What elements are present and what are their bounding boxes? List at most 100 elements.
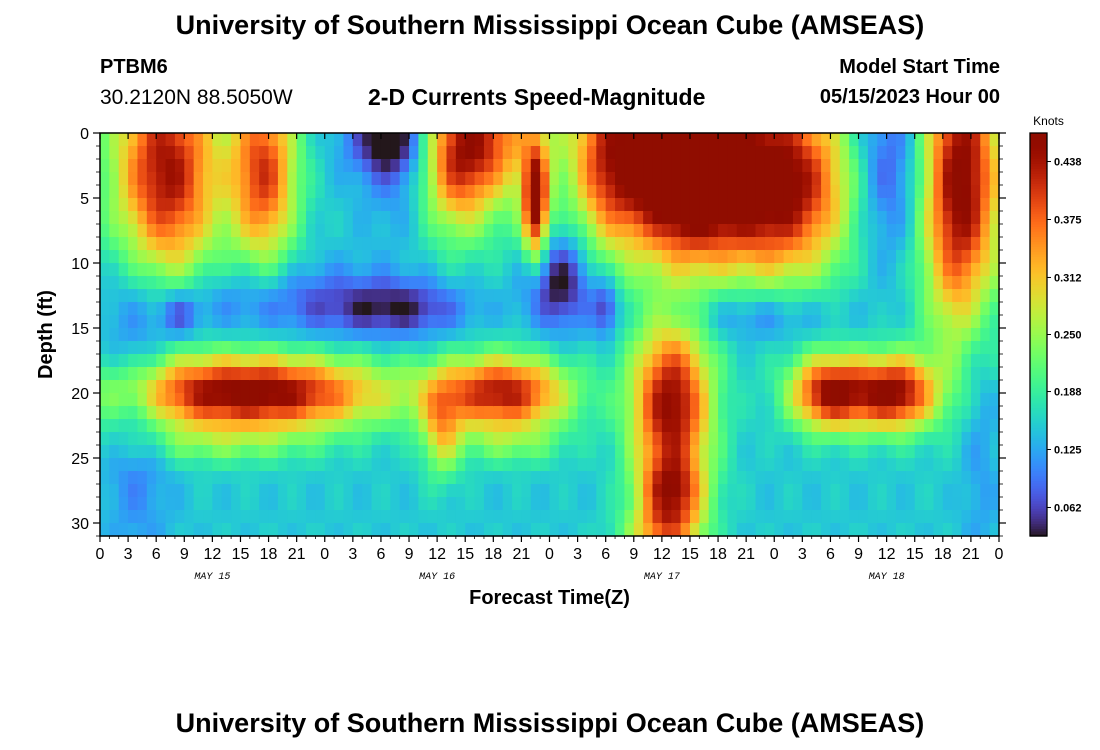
heatmap-cell xyxy=(399,367,410,381)
heatmap-cell xyxy=(933,315,944,329)
heatmap-cell xyxy=(942,172,953,186)
heatmap-cell xyxy=(933,159,944,173)
heatmap-cell xyxy=(390,302,401,316)
heatmap-cell xyxy=(306,445,316,459)
heatmap-cell xyxy=(586,393,597,407)
heatmap-cell xyxy=(446,133,457,147)
heatmap-cell xyxy=(746,133,757,147)
heatmap-cell xyxy=(708,250,719,264)
heatmap-cell xyxy=(961,224,972,238)
heatmap-cell xyxy=(259,406,270,420)
heatmap-cell xyxy=(502,159,513,173)
heatmap-cell xyxy=(240,276,251,290)
colorbar-segment xyxy=(1030,354,1047,358)
heatmap-cell xyxy=(512,484,522,498)
heatmap-cell xyxy=(746,146,757,160)
heatmap-cell xyxy=(970,250,981,264)
heatmap-cell xyxy=(493,497,504,511)
heatmap-cell xyxy=(221,133,232,147)
heatmap-cell xyxy=(605,419,616,433)
heatmap-cell xyxy=(502,523,513,537)
heatmap-cell xyxy=(633,224,644,238)
heatmap-cell xyxy=(568,458,579,472)
heatmap-cell xyxy=(174,354,185,368)
heatmap-cell xyxy=(465,445,476,459)
heatmap-cell xyxy=(334,198,345,212)
heatmap-cell xyxy=(933,367,944,381)
heatmap-cell xyxy=(727,159,738,173)
heatmap-cell xyxy=(493,315,504,329)
heatmap-cell xyxy=(652,380,663,394)
heatmap-cell xyxy=(137,328,148,342)
heatmap-cell xyxy=(867,237,878,251)
heatmap-cell xyxy=(643,328,654,342)
colorbar-segment xyxy=(1030,483,1047,487)
heatmap-cell xyxy=(362,341,373,355)
heatmap-cell xyxy=(615,445,626,459)
heatmap-cell xyxy=(174,367,185,381)
heatmap-cell xyxy=(296,484,307,498)
heatmap-cell xyxy=(736,406,747,420)
heatmap-cell xyxy=(540,315,551,329)
heatmap-cell xyxy=(521,354,532,368)
heatmap-cell xyxy=(493,419,504,433)
heatmap-cell xyxy=(652,341,663,355)
heatmap-cell xyxy=(512,133,522,147)
heatmap-cell xyxy=(708,276,719,290)
heatmap-cell xyxy=(783,510,794,524)
heatmap-cell xyxy=(774,159,785,173)
heatmap-cell xyxy=(362,211,373,225)
heatmap-cell xyxy=(718,367,729,381)
heatmap-cell xyxy=(577,419,588,433)
heatmap-cell xyxy=(596,328,607,342)
heatmap-cell xyxy=(596,432,607,446)
heatmap-cell xyxy=(409,523,419,537)
colorbar-segment xyxy=(1030,281,1047,285)
heatmap-cell xyxy=(858,354,869,368)
heatmap-cell xyxy=(221,497,232,511)
heatmap-cell xyxy=(343,263,354,277)
heatmap-cell xyxy=(446,419,457,433)
heatmap-cell xyxy=(839,445,850,459)
heatmap-cell xyxy=(980,406,991,420)
heatmap-cell xyxy=(100,432,110,446)
heatmap-cell xyxy=(633,484,644,498)
heatmap-cell xyxy=(390,224,401,238)
heatmap-cell xyxy=(324,133,335,147)
heatmap-cell xyxy=(549,419,560,433)
heatmap-cell xyxy=(586,133,597,147)
heatmap-cell xyxy=(577,393,588,407)
heatmap-cell xyxy=(558,510,569,524)
heatmap-cell xyxy=(586,419,597,433)
heatmap-cell xyxy=(774,393,785,407)
heatmap-cell xyxy=(624,172,635,186)
heatmap-cell xyxy=(465,146,476,160)
heatmap-cell xyxy=(146,393,157,407)
heatmap-cell xyxy=(615,237,626,251)
x-tick-label: 18 xyxy=(484,546,502,563)
heatmap-cell xyxy=(530,211,541,225)
heatmap-cell xyxy=(615,172,626,186)
heatmap-cell xyxy=(989,445,1000,459)
heatmap-cell xyxy=(493,354,504,368)
heatmap-cell xyxy=(109,471,120,485)
heatmap-cell xyxy=(174,523,185,537)
heatmap-cell xyxy=(708,263,719,277)
heatmap-cell xyxy=(109,211,120,225)
heatmap-cell xyxy=(792,510,803,524)
colorbar-segment xyxy=(1030,140,1047,144)
heatmap-cell xyxy=(671,185,682,199)
heatmap-cell xyxy=(549,276,560,290)
heatmap-cell xyxy=(821,445,832,459)
heatmap-cell xyxy=(952,172,963,186)
heatmap-cell xyxy=(858,445,869,459)
heatmap-cell xyxy=(437,445,448,459)
heatmap-cell xyxy=(755,484,766,498)
heatmap-cell xyxy=(455,419,466,433)
heatmap-cell xyxy=(680,523,691,537)
heatmap-cell xyxy=(231,432,242,446)
heatmap-cell xyxy=(596,159,607,173)
heatmap-cell xyxy=(287,133,298,147)
heatmap-cell xyxy=(231,445,242,459)
heatmap-cell xyxy=(886,250,897,264)
